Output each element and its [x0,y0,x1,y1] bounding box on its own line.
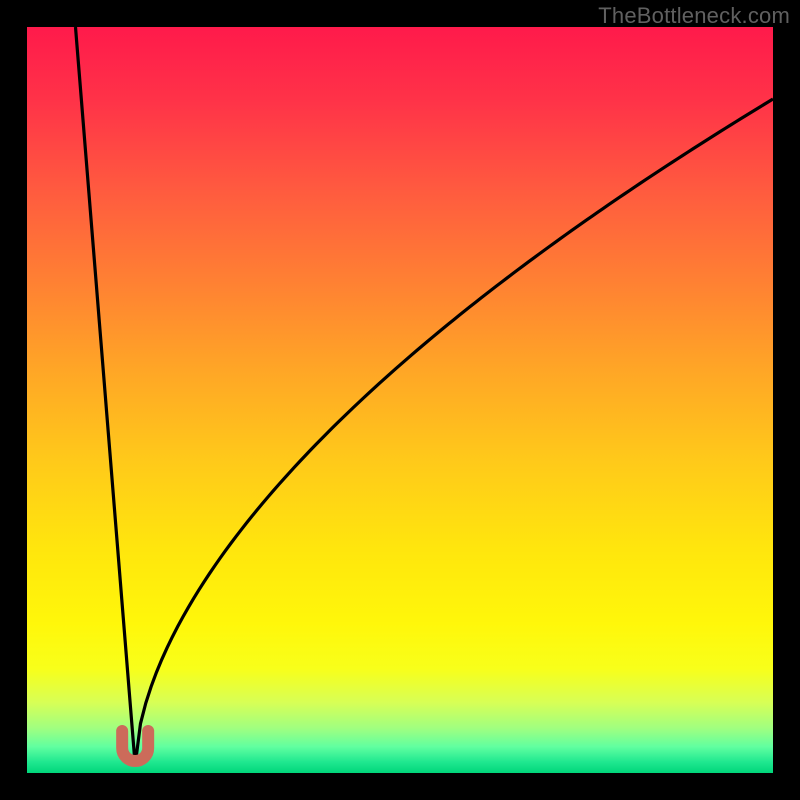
frame-left [0,0,27,800]
watermark-text: TheBottleneck.com [598,3,790,29]
frame-bottom [0,773,800,800]
chart-stage: TheBottleneck.com [0,0,800,800]
bottleneck-curve [75,27,773,765]
frame-right [773,0,800,800]
curve-layer [27,27,773,773]
plot-area [27,27,773,773]
